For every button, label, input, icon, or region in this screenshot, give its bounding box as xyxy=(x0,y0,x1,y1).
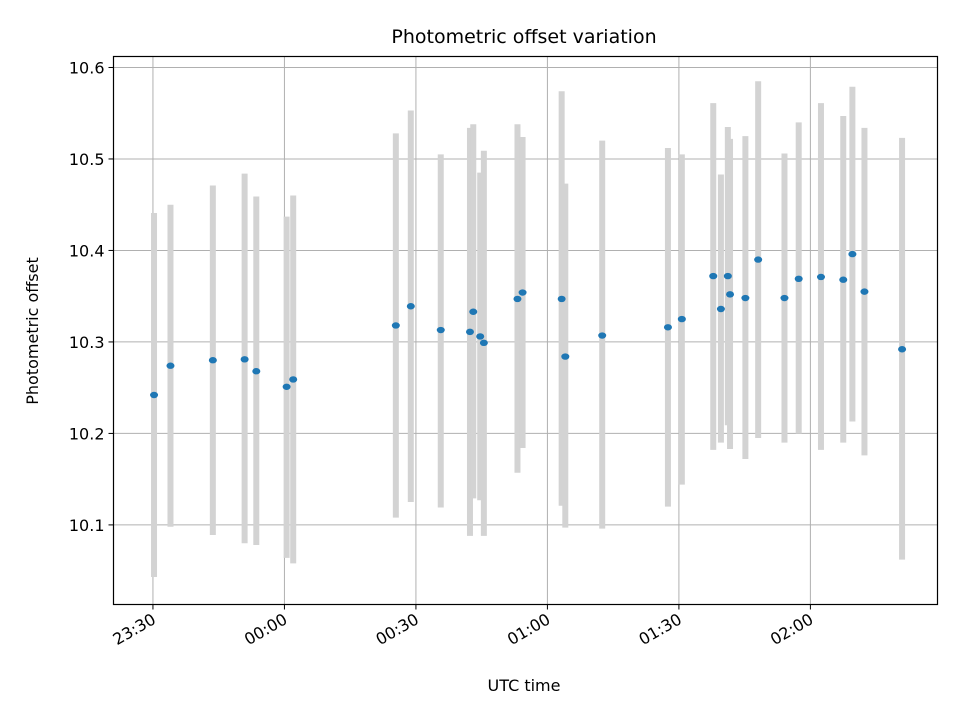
data-point xyxy=(436,326,445,334)
data-point xyxy=(663,324,672,331)
data-point xyxy=(723,272,732,280)
data-point xyxy=(741,294,750,302)
data-point xyxy=(166,362,175,369)
data-point xyxy=(406,303,415,310)
data-point xyxy=(794,275,803,283)
data-point xyxy=(677,315,686,323)
data-point xyxy=(780,294,789,302)
data-point xyxy=(513,295,522,303)
data-point xyxy=(479,339,488,347)
chart-title: Photometric offset variation xyxy=(391,26,656,48)
data-point xyxy=(848,250,857,258)
data-point xyxy=(754,256,763,263)
y-tick-label: 10.5 xyxy=(69,150,105,169)
data-point xyxy=(252,368,261,375)
data-point xyxy=(208,357,217,364)
data-point xyxy=(469,308,478,315)
data-point xyxy=(839,276,848,283)
plot-frame xyxy=(112,55,939,606)
data-point xyxy=(240,356,249,363)
data-point xyxy=(557,295,566,303)
y-tick-label: 10.4 xyxy=(69,241,105,260)
data-point xyxy=(289,376,298,383)
y-axis-label: Photometric offset xyxy=(23,257,42,405)
data-point xyxy=(716,305,725,313)
data-point xyxy=(709,272,718,280)
data-points xyxy=(150,250,907,399)
data-point xyxy=(150,391,159,399)
data-point xyxy=(476,333,485,340)
data-point xyxy=(898,346,907,353)
data-point xyxy=(726,291,735,298)
y-tick-label: 10.1 xyxy=(69,516,105,535)
data-point xyxy=(518,289,527,296)
data-point xyxy=(598,332,607,339)
data-point xyxy=(282,383,291,390)
y-tick-label: 10.3 xyxy=(69,333,105,352)
data-point xyxy=(816,273,825,281)
y-tick-label: 10.2 xyxy=(69,424,105,443)
x-axis-label: UTC time xyxy=(488,676,561,695)
data-point xyxy=(561,353,570,360)
data-point xyxy=(391,322,400,329)
data-point xyxy=(860,288,869,295)
y-tick-label: 10.6 xyxy=(69,58,105,77)
data-point xyxy=(465,328,474,336)
